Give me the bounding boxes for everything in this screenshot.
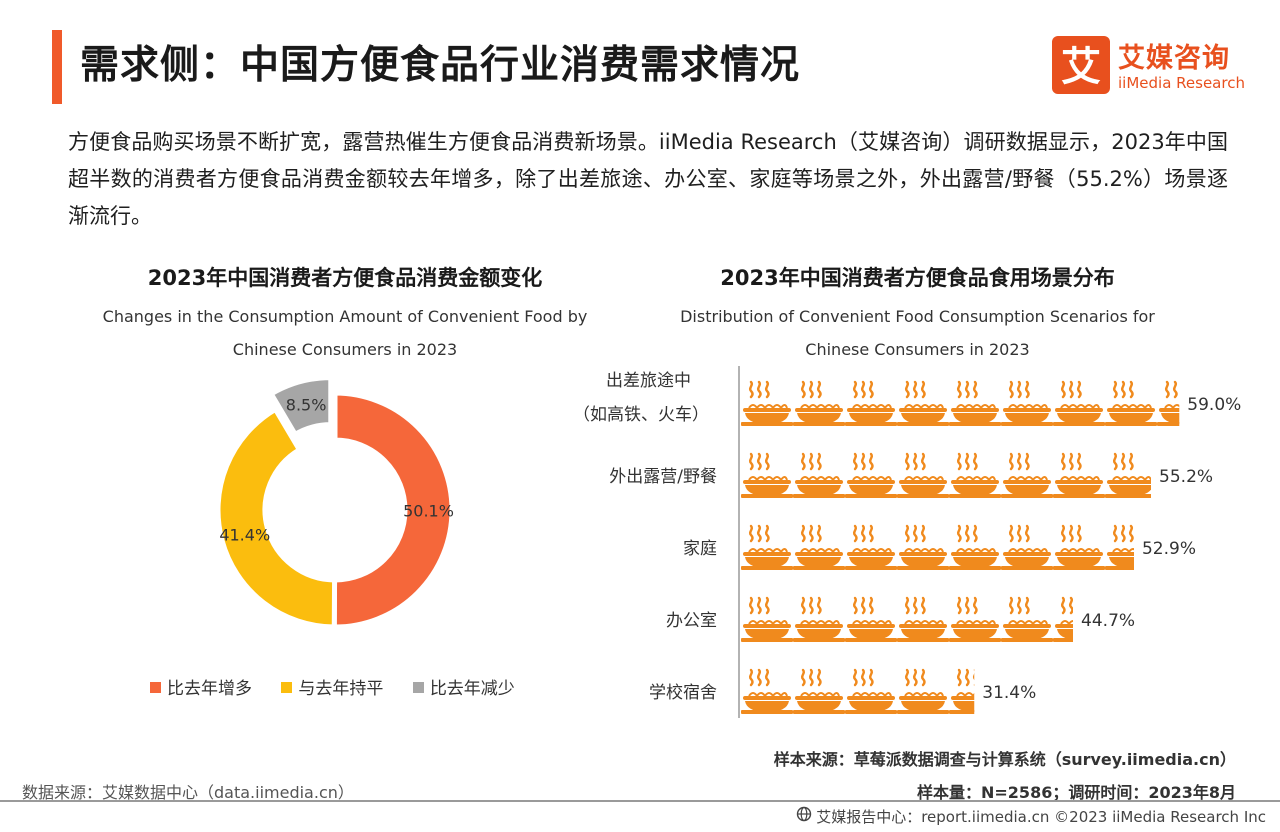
legend-label-increase: 比去年增多 xyxy=(167,679,252,699)
noodle-bowl-icon xyxy=(793,668,845,714)
noodle-bowl-icon xyxy=(793,452,845,498)
donut-chart-subtitle-line1: Changes in the Consumption Amount of Con… xyxy=(102,307,588,326)
bar-value-label: 52.9% xyxy=(1142,539,1196,559)
bar-category-label: 学校宿舍 xyxy=(649,683,717,703)
brand-name-en: iiMedia Research xyxy=(1118,74,1245,92)
noodle-bowl-icon xyxy=(793,524,845,570)
noodle-bowl-icon xyxy=(793,596,845,642)
sample-source: 样本来源：草莓派数据调查与计算系统（survey.iimedia.cn） xyxy=(773,750,1236,769)
legend-item-decrease: 比去年减少 xyxy=(412,674,515,699)
legend-item-flat: 与去年持平 xyxy=(281,674,383,699)
noodle-bowl-icon xyxy=(897,452,949,498)
donut-label-flat: 41.4% xyxy=(219,525,270,544)
noodle-bowl-icon xyxy=(1053,380,1105,426)
legend-item-increase: 比去年增多 xyxy=(150,674,252,699)
noodle-bowl-icon xyxy=(845,380,897,426)
noodle-bowl-icon xyxy=(1001,380,1053,426)
noodle-bowl-icon xyxy=(741,524,793,570)
donut-legend: 比去年增多 与去年持平 比去年减少 xyxy=(150,674,550,699)
legend-label-flat: 与去年持平 xyxy=(298,679,384,699)
bar xyxy=(741,668,975,714)
noodle-bowl-icon xyxy=(897,524,949,570)
bar-category-label: （如高铁、火车） xyxy=(573,405,709,425)
data-source: 数据来源：艾媒数据中心（data.iimedia.cn） xyxy=(22,783,354,802)
donut-chart-title: 2023年中国消费者方便食品消费金额变化 xyxy=(147,266,543,290)
noodle-bowl-icon xyxy=(949,452,1001,498)
donut-slice-flat xyxy=(215,405,338,630)
noodle-bowl-icon xyxy=(793,380,845,426)
brand-name-cn: 艾媒咨询 xyxy=(1118,43,1230,74)
noodle-bowl-icon xyxy=(845,668,897,714)
donut-chart: 50.1% 41.4% 8.5% xyxy=(215,380,455,630)
noodle-bowl-icon xyxy=(1053,524,1105,570)
noodle-bowl-icon xyxy=(1053,452,1105,498)
noodle-bowl-icon xyxy=(1001,596,1053,642)
donut-slice-increase xyxy=(331,390,455,630)
noodle-bowl-icon xyxy=(949,380,1001,426)
bar-value-label: 44.7% xyxy=(1081,611,1135,631)
noodle-bowl-icon xyxy=(1001,524,1053,570)
legend-swatch-increase xyxy=(150,681,161,693)
legend-label-decrease: 比去年减少 xyxy=(429,679,515,699)
page-title: 需求侧：中国方便食品行业消费需求情况 xyxy=(80,43,801,88)
legend-swatch-decrease xyxy=(412,681,424,693)
bar xyxy=(741,596,1074,642)
bar-chart-subtitle-line2: Chinese Consumers in 2023 xyxy=(805,340,1030,359)
title-accent-bar xyxy=(52,30,62,104)
noodle-bowl-icon xyxy=(1105,380,1157,426)
donut-chart-subtitle: Changes in the Consumption Amount of Con… xyxy=(60,300,630,366)
bar-row: 44.7% 办公室 xyxy=(666,596,1135,642)
brand-logo-mark: 艾 xyxy=(1052,36,1110,94)
globe-icon xyxy=(796,806,812,826)
noodle-bowl-icon xyxy=(741,380,793,426)
donut-chart-subtitle-line2: Chinese Consumers in 2023 xyxy=(232,340,458,359)
bar-value-label: 59.0% xyxy=(1187,395,1241,415)
bar-chart-subtitle: Distribution of Convenient Food Consumpt… xyxy=(630,300,1205,366)
bar xyxy=(741,380,1180,426)
legend-swatch-flat xyxy=(281,681,293,693)
bar-category-label: 外出露营/野餐 xyxy=(609,467,717,487)
bar-row: 55.2% 外出露营/野餐 xyxy=(609,452,1213,498)
bar-chart-subtitle-line1: Distribution of Convenient Food Consumpt… xyxy=(680,307,1155,326)
bar-row: 31.4% 学校宿舍 xyxy=(649,668,1036,714)
noodle-bowl-icon xyxy=(845,452,897,498)
bar-row: 59.0% 出差旅途中 （如高铁、火车） xyxy=(573,371,1241,426)
donut-label-decrease: 8.5% xyxy=(286,395,327,414)
brand-logo-char: 艾 xyxy=(1061,44,1101,90)
noodle-bowl-icon xyxy=(1105,452,1152,498)
noodle-bowl-icon xyxy=(1001,452,1053,498)
bar xyxy=(741,452,1152,498)
noodle-bowl-icon xyxy=(741,452,793,498)
noodle-bowl-icon xyxy=(897,596,949,642)
scenario-bar-chart: 59.0% 出差旅途中 （如高铁、火车） 55.2% 外出露营/野餐 52.9% 家庭 44.… xyxy=(573,366,1241,718)
noodle-bowl-icon xyxy=(949,524,1001,570)
bar-value-label: 31.4% xyxy=(982,683,1036,703)
footer: 艾媒报告中心：report.iimedia.cn ©2023 iiMedia R… xyxy=(796,806,1266,828)
noodle-bowl-icon xyxy=(741,668,793,714)
noodle-bowl-icon xyxy=(845,596,897,642)
bar-row: 52.9% 家庭 xyxy=(683,524,1196,570)
bar-category-label: 出差旅途中 xyxy=(606,371,691,391)
brand-logo[interactable]: 艾 艾媒咨询 iiMedia Research xyxy=(1052,36,1262,98)
noodle-bowl-icon xyxy=(845,524,897,570)
bar-category-label: 家庭 xyxy=(683,539,717,559)
bar-value-label: 55.2% xyxy=(1159,467,1213,487)
sample-info: 样本量：N=2586；调研时间：2023年8月 xyxy=(917,783,1236,802)
intro-paragraph: 方便食品购买场景不断扩宽，露营热催生方便食品消费新场景。iiMedia Rese… xyxy=(68,130,1228,228)
bar-category-label: 办公室 xyxy=(666,611,717,631)
noodle-bowl-icon xyxy=(949,596,1001,642)
footer-text: 艾媒报告中心：report.iimedia.cn ©2023 iiMedia R… xyxy=(816,808,1266,826)
bar-chart-title: 2023年中国消费者方便食品食用场景分布 xyxy=(720,266,1115,290)
noodle-bowl-icon xyxy=(741,596,793,642)
footer-divider xyxy=(0,800,1280,802)
bar xyxy=(741,524,1134,570)
noodle-bowl-icon xyxy=(897,380,949,426)
donut-label-increase: 50.1% xyxy=(403,501,454,520)
noodle-bowl-icon xyxy=(897,668,949,714)
donut-slice-decrease xyxy=(267,380,334,438)
